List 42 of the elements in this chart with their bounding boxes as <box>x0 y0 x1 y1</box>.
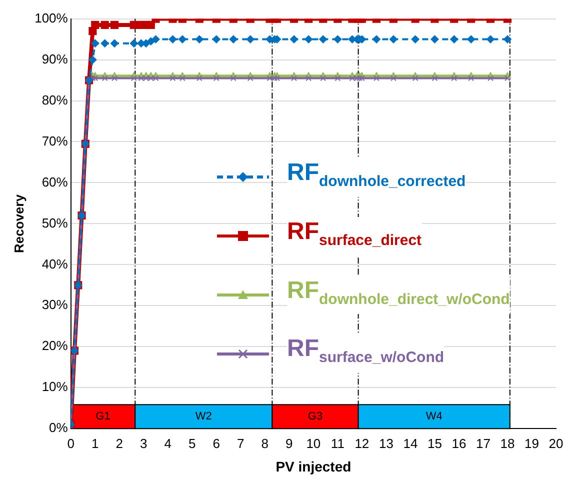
x-tick-label: 20 <box>548 436 564 451</box>
x-tick-label: 19 <box>524 436 539 451</box>
legend-label: RF$_{downhole_corrected}$ <box>287 158 466 197</box>
band-label: W2 <box>195 410 212 423</box>
x-tick-label: 8 <box>261 436 269 451</box>
y-axis-title: Recovery <box>11 194 26 253</box>
y-tick-label: 0% <box>49 420 68 436</box>
x-tick-label: 5 <box>188 436 196 451</box>
x-tick-label: 17 <box>476 436 490 451</box>
x-tick-label: 3 <box>140 436 148 451</box>
band-label: W4 <box>426 410 442 423</box>
y-tick-label: 10% <box>42 379 68 394</box>
x-tick-label: 0 <box>67 436 74 451</box>
band-label: G3 <box>308 410 323 423</box>
x-tick-label: 2 <box>116 436 123 451</box>
y-tick-label: 100% <box>34 10 68 26</box>
legend-label: RF$_{downhole_direct_w/oCond}$ <box>287 276 510 314</box>
legend-label: RF$_{surface_w/oCond}$ <box>287 334 444 374</box>
x-tick-label: 18 <box>500 436 515 451</box>
y-tick-label: 80% <box>42 92 68 108</box>
y-tick-label: 40% <box>42 256 68 272</box>
x-tick-label: 6 <box>212 436 220 451</box>
band-label: G1 <box>96 410 110 423</box>
x-tick-label: 1 <box>91 436 99 451</box>
y-tick-label: 90% <box>42 51 68 66</box>
y-tick-label: 60% <box>42 174 68 190</box>
y-tick-label: 70% <box>42 133 68 148</box>
x-tick-label: 10 <box>306 436 321 451</box>
x-axis-title: PV injected <box>276 458 352 474</box>
x-tick-label: 12 <box>354 436 370 451</box>
legend-label: RF$_{surface_direct}$ <box>287 216 422 256</box>
x-tick-label: 16 <box>452 436 466 451</box>
x-tick-label: 7 <box>237 436 244 451</box>
x-tick-label: 11 <box>330 436 344 451</box>
x-tick-label: 15 <box>427 436 442 451</box>
x-tick-label: 13 <box>378 436 394 451</box>
y-tick-label: 30% <box>42 297 68 312</box>
y-tick-label: 50% <box>42 215 68 230</box>
x-tick-label: 4 <box>164 436 172 451</box>
x-tick-label: 9 <box>286 436 293 451</box>
x-tick-label: 14 <box>403 436 418 451</box>
y-tick-label: 20% <box>42 338 68 354</box>
